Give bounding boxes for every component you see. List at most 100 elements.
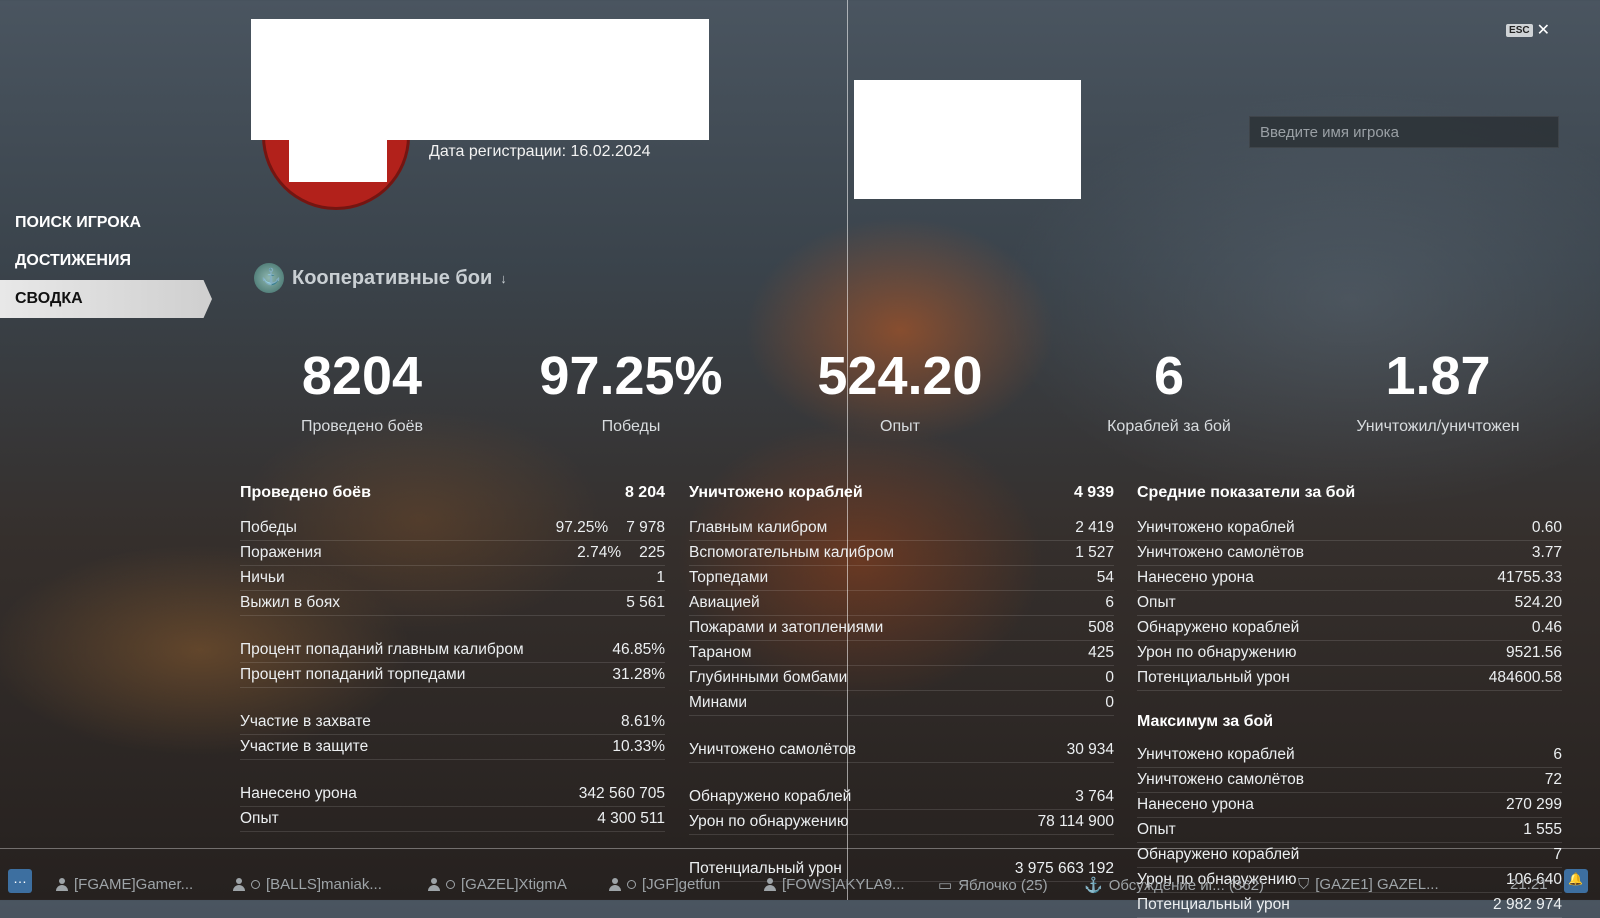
table-row: Урон по обнаружению 78 114 900: [689, 810, 1114, 835]
registration-date: Дата регистрации: 16.02.2024: [429, 143, 651, 160]
row-label: Поражения: [240, 544, 322, 561]
table-row: Минами 0: [689, 691, 1114, 716]
taskbar-item-label: [GAZEL]XtigmA: [461, 876, 567, 893]
taskbar-item-label: [BALLS]maniak...: [266, 876, 382, 893]
stat-experience: 524.20 Опыт: [800, 346, 1000, 436]
row-value: 0.60: [1531, 519, 1562, 536]
taskbar-channel[interactable]: ⚓ Обсуждение иг... (362): [1084, 876, 1264, 895]
table-row: Уничтожено самолётов 72: [1137, 768, 1562, 793]
stat-label: Уничтожил/уничтожен: [1356, 418, 1520, 435]
taskbar-contact[interactable]: [JGF]getfun: [609, 876, 720, 893]
taskbar-item-label: Обсуждение иг... (362): [1108, 876, 1264, 894]
table-row: Победы 97.25% 7 978: [240, 516, 665, 541]
close-icon: ✕: [1536, 22, 1550, 39]
taskbar-contact[interactable]: [FOWS]AKYLA9...: [764, 876, 905, 893]
stats-column-battles: Проведено боёв 8 204 Победы 97.25% 7 978 П…: [240, 484, 665, 832]
table-row: Потенциальный урон 3 975 663 192: [689, 857, 1114, 882]
table-row: Уничтожено кораблей 6: [1137, 743, 1562, 768]
table-row: Нанесено урона 342 560 705: [240, 782, 665, 807]
nav-item-player-search[interactable]: ПОИСК ИГРОКА: [15, 214, 142, 231]
row-value: 10.33%: [612, 738, 665, 755]
row-value: 0: [1105, 694, 1114, 711]
table-row: Ничьи 1: [240, 566, 665, 591]
coop-anchor-icon: [254, 263, 284, 293]
stat-value: 524.20: [817, 346, 983, 406]
row-label: Обнаружено кораблей: [1137, 619, 1300, 636]
row-label: Процент попаданий главным калибром: [240, 641, 524, 658]
row-label: Тараном: [689, 644, 752, 661]
stats-column-destroyed: Уничтожено кораблей 4 939 Главным калибр…: [689, 484, 1114, 882]
person-icon: [609, 878, 621, 891]
table-row: Процент попаданий главным калибром 46.85%: [240, 638, 665, 663]
row-value: 41755.33: [1497, 569, 1562, 586]
taskbar-chat[interactable]: ▭ Яблочко (25): [938, 876, 1048, 895]
vertical-divider-line: [847, 0, 848, 900]
table-row: Выжил в боях 5 561: [240, 591, 665, 616]
stat-value: 97.25%: [539, 346, 723, 406]
player-search-input[interactable]: [1249, 116, 1559, 148]
battle-mode-selector[interactable]: Кооперативные бои ↓: [254, 263, 507, 293]
close-button[interactable]: ESC ✕: [1506, 20, 1550, 40]
row-value: 425: [1088, 644, 1114, 661]
taskbar-contact[interactable]: [FGAME]Gamer...: [56, 876, 193, 893]
notifications-bell-button[interactable]: [1564, 869, 1588, 893]
table-row: Тараном 425: [689, 641, 1114, 666]
chat-toggle-button[interactable]: [8, 869, 32, 893]
column-subtitle: Максимум за бой: [1137, 713, 1274, 730]
stat-label: Опыт: [880, 418, 920, 435]
row-label: Уничтожено самолётов: [1137, 771, 1305, 788]
taskbar-item-label: [FOWS]AKYLA9...: [782, 876, 905, 893]
row-value: 78 114 900: [1037, 813, 1114, 830]
row-value: 8.61%: [621, 713, 665, 730]
row-label: Потенциальный урон: [1137, 669, 1290, 686]
row-value: 6: [1105, 594, 1114, 611]
stat-value: 8204: [301, 346, 423, 406]
column-title: Проведено боёв: [240, 484, 371, 501]
taskbar-item-label: [JGF]getfun: [642, 876, 721, 893]
table-row: Обнаружено кораблей 0.46: [1137, 616, 1562, 641]
stat-kd-ratio: 1.87 Уничтожил/уничтожен: [1338, 346, 1538, 436]
row-label: Уничтожено самолётов: [689, 741, 857, 758]
row-label: Минами: [689, 694, 748, 711]
table-row: Уничтожено самолётов 30 934: [689, 738, 1114, 763]
person-icon: [233, 878, 245, 891]
row-value: 72: [1544, 771, 1562, 788]
row-value: 225: [639, 544, 665, 561]
row-value: 342 560 705: [578, 785, 665, 802]
table-row: Опыт 4 300 511: [240, 807, 665, 832]
row-label: Потенциальный урон: [689, 860, 842, 877]
column-header: Уничтожено кораблей 4 939: [689, 484, 1114, 508]
table-row: Участие в захвате 8.61%: [240, 710, 665, 735]
row-label: Главным калибром: [689, 519, 828, 536]
taskbar-item-label: Яблочко (25): [958, 876, 1048, 894]
taskbar-contact[interactable]: [GAZEL]XtigmA: [428, 876, 567, 893]
row-label: Нанесено урона: [1137, 796, 1254, 813]
esc-key-icon: ESC: [1506, 23, 1533, 37]
table-row: Главным калибром 2 419: [689, 516, 1114, 541]
row-label: Уничтожено кораблей: [1137, 746, 1295, 763]
row-value: 1 527: [1075, 544, 1114, 561]
table-row: Торпедами 54: [689, 566, 1114, 591]
column-title-value: 8 204: [624, 484, 665, 501]
row-label: Уничтожено самолётов: [1137, 544, 1305, 561]
row-value: 484600.58: [1488, 669, 1562, 686]
row-value: 524.20: [1514, 594, 1562, 611]
stat-label: Победы: [601, 418, 661, 435]
row-label: Опыт: [240, 810, 279, 827]
taskbar-clan[interactable]: ⛉ [GAZE1] GAZEL...: [1298, 876, 1439, 893]
row-label: Урон по обнаружению: [1137, 871, 1297, 888]
row-value: 1 555: [1523, 821, 1562, 838]
person-icon: [428, 878, 440, 891]
taskbar-contact[interactable]: [BALLS]maniak...: [233, 876, 382, 893]
row-percent: 2.74%: [577, 544, 622, 561]
table-row: Нанесено урона 270 299: [1137, 793, 1562, 818]
redacted-player-name: [251, 19, 709, 140]
column-subheader: Максимум за бой: [1137, 713, 1562, 737]
nav-item-summary[interactable]: СВОДКА: [0, 280, 212, 318]
row-value: 3.77: [1531, 544, 1562, 561]
row-label: Урон по обнаружению: [1137, 644, 1297, 661]
nav-item-achievements[interactable]: ДОСТИЖЕНИЯ: [15, 252, 131, 269]
person-icon: [764, 878, 776, 891]
row-value: 508: [1088, 619, 1114, 636]
table-row: Глубинными бомбами 0: [689, 666, 1114, 691]
